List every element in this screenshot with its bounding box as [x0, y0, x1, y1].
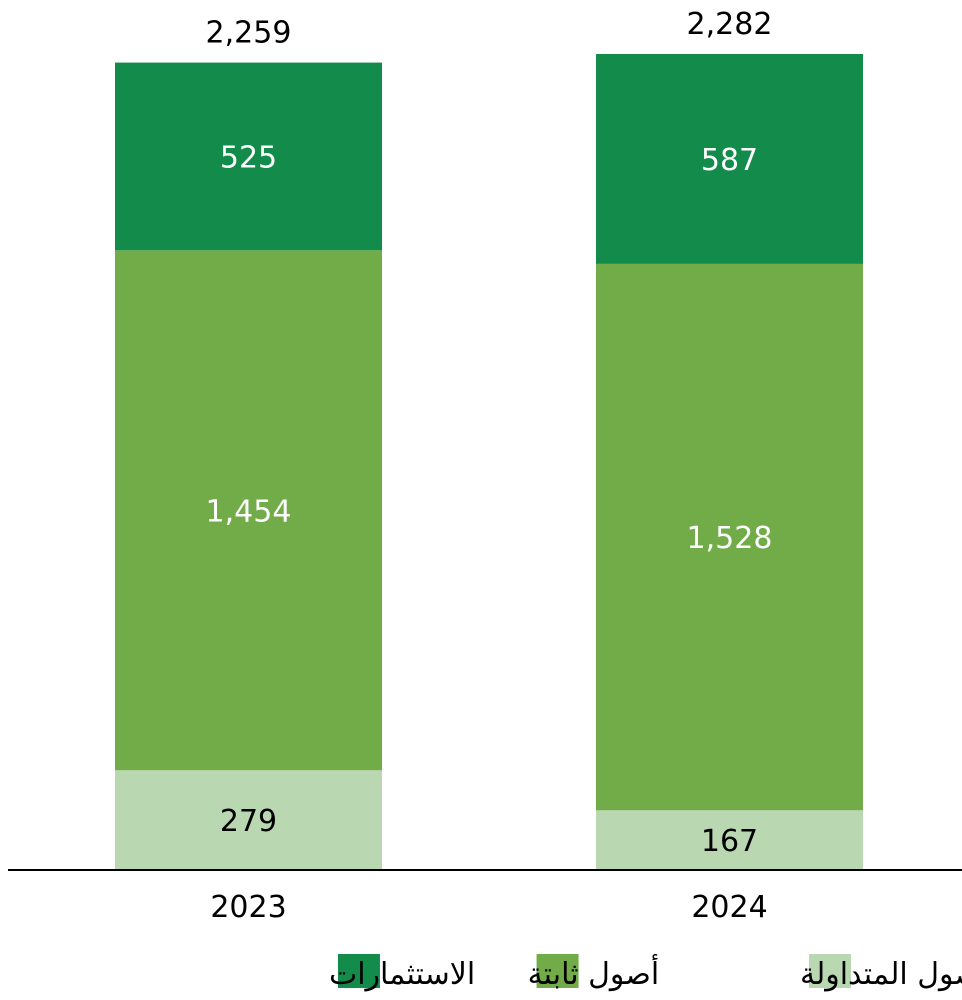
bars-layer: [115, 54, 863, 870]
bar-segment-2023-1: [115, 770, 382, 870]
bar-value-label: 167: [701, 824, 758, 859]
legend-swatch: [809, 954, 851, 988]
legend-label: الاستثمارات: [329, 957, 475, 992]
bar-segment-2024-2: [596, 263, 863, 811]
bar-value-label: 525: [220, 140, 277, 175]
x-tick-label: 2024: [691, 890, 767, 925]
x-tick-label: 2023: [210, 890, 286, 925]
legend: الأصول المتداولة أصول ثابتة الاستثمارات: [329, 953, 962, 992]
total-labels-layer: 2,259 2,282: [206, 7, 773, 51]
bar-value-label: 279: [220, 804, 277, 839]
bar-total-label: 2,282: [687, 7, 773, 42]
bar-value-label: 1,454: [206, 494, 292, 529]
legend-swatch: [337, 954, 380, 988]
bar-segment-2024-3: [596, 54, 863, 264]
legend-label: الأصول المتداولة: [800, 954, 962, 992]
segment-labels-layer: 279 1,454 525 167 1,528 587: [206, 140, 773, 859]
bar-segment-2023-3: [115, 62, 382, 251]
bar-value-label: 1,528: [687, 521, 773, 556]
legend-label: أصول ثابتة: [528, 953, 660, 992]
category-labels-layer: 2023 2024: [210, 890, 767, 925]
legend-swatch: [536, 954, 579, 988]
bar-segment-2023-2: [115, 250, 382, 771]
bar-value-label: 587: [701, 143, 758, 178]
bar-total-label: 2,259: [206, 16, 292, 51]
bar-segment-2024-1: [596, 810, 863, 870]
